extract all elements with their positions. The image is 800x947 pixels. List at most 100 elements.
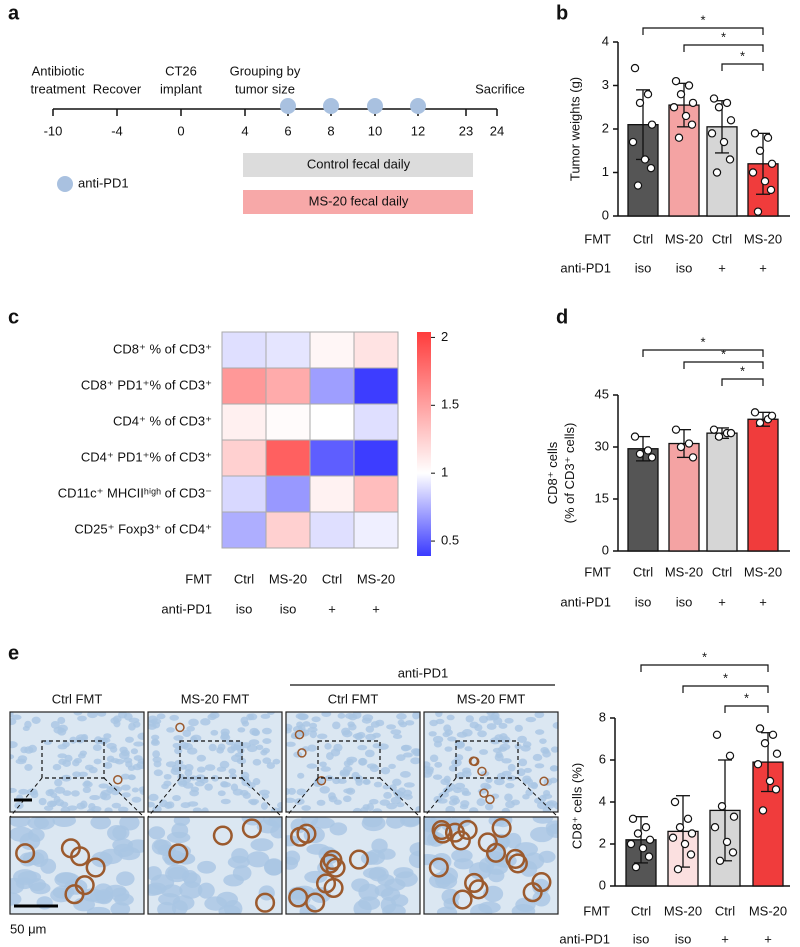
image-frame	[423, 816, 559, 915]
nucleus	[40, 858, 57, 874]
nucleus	[514, 724, 523, 732]
nucleus	[432, 735, 444, 744]
micrograph	[10, 712, 144, 812]
heat-cell	[265, 331, 311, 369]
panel-letter: e	[8, 642, 19, 664]
stained-cell	[428, 857, 449, 878]
nucleus	[286, 850, 301, 866]
data-point	[755, 418, 765, 427]
zoom-box	[317, 740, 381, 779]
heat-cell	[309, 475, 355, 513]
nucleus	[230, 783, 239, 792]
image-frame	[147, 711, 283, 813]
nucleus	[342, 765, 353, 773]
stained-cell	[479, 788, 489, 798]
nucleus	[248, 739, 260, 746]
nucleus	[260, 802, 268, 810]
stained-cell	[241, 818, 262, 839]
nucleus	[469, 721, 479, 729]
nucleus	[204, 783, 213, 791]
nucleus	[523, 767, 532, 773]
nucleus	[495, 751, 503, 758]
category-title: anti-PD1	[559, 931, 610, 946]
nucleus	[410, 748, 420, 755]
data-point	[726, 428, 736, 438]
significance-bracket	[640, 664, 769, 672]
zoom-box	[455, 740, 519, 779]
nucleus	[255, 744, 264, 751]
nucleus	[447, 736, 457, 742]
y-tick-label: 8	[599, 709, 606, 724]
data-point	[719, 137, 729, 147]
nucleus	[131, 787, 139, 793]
stained-cell	[113, 774, 123, 785]
nucleus	[57, 716, 66, 725]
nucleus	[10, 741, 18, 749]
nucleus	[415, 806, 420, 812]
data-point	[715, 856, 725, 866]
stained-cell	[297, 748, 307, 758]
nucleus	[93, 758, 102, 765]
nucleus	[403, 794, 413, 800]
nucleus	[71, 790, 80, 797]
nucleus	[152, 805, 162, 812]
data-point	[722, 98, 732, 108]
nucleus	[359, 806, 369, 812]
event-label: tumor size	[235, 81, 295, 96]
data-point	[710, 823, 720, 832]
x-tick-label: +	[372, 601, 380, 616]
nucleus	[125, 736, 134, 743]
nucleus	[10, 712, 14, 718]
nucleus	[166, 831, 191, 844]
data-point	[766, 185, 776, 195]
x-tick-label: MS-20	[664, 903, 702, 918]
nucleus	[352, 807, 363, 812]
nucleus	[234, 752, 244, 758]
data-point	[725, 155, 735, 164]
heat-cell	[309, 511, 355, 549]
nucleus	[57, 753, 68, 759]
nucleus	[298, 730, 307, 737]
nucleus	[401, 744, 410, 752]
nucleus	[534, 797, 543, 804]
data-point	[768, 730, 778, 740]
nucleus	[332, 777, 341, 785]
nucleus	[498, 722, 508, 729]
nucleus	[27, 817, 49, 830]
zoom-box	[179, 740, 243, 779]
tick-label: 8	[327, 123, 334, 138]
image-frame	[285, 816, 421, 915]
data-point	[643, 89, 653, 99]
data-point	[680, 839, 690, 849]
y-axis-label: CD8⁺ cells	[545, 441, 560, 504]
nucleus	[373, 781, 383, 788]
nucleus	[307, 727, 318, 733]
nucleus	[100, 737, 111, 743]
data-point	[760, 176, 770, 186]
significance-bracket	[724, 705, 769, 713]
nucleus	[306, 763, 318, 769]
panel-letter: b	[556, 2, 568, 24]
nucleus	[153, 769, 163, 777]
nucleus	[324, 742, 332, 750]
nucleus	[517, 735, 527, 743]
nucleus	[527, 782, 539, 788]
nucleus	[461, 787, 470, 795]
y-tick-label: 2	[599, 835, 606, 850]
nucleus	[505, 782, 515, 789]
bar	[627, 448, 659, 552]
category-title: FMT	[584, 564, 611, 579]
data-point	[760, 739, 770, 748]
image-frame	[147, 816, 283, 915]
data-point	[673, 865, 683, 874]
nucleus	[31, 716, 41, 724]
nucleus	[399, 771, 411, 778]
nucleus	[451, 797, 461, 805]
nucleus	[172, 794, 181, 802]
zoom-line	[147, 777, 181, 818]
nucleus	[73, 712, 83, 716]
nucleus	[160, 884, 183, 898]
nucleus	[428, 731, 437, 737]
data-point	[750, 129, 760, 138]
stained-cell	[491, 817, 512, 838]
